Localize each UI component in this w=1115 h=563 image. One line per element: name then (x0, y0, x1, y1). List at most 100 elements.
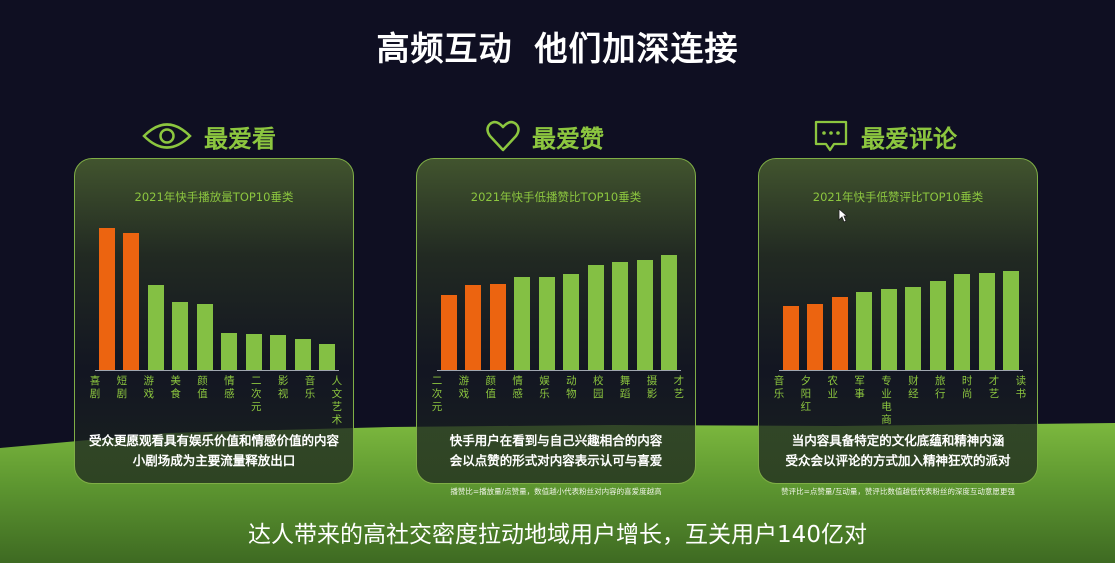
chart-title: 2021年快手低播赞比TOP10垂类 (470, 190, 642, 204)
category-label: 读书 (1015, 375, 1027, 400)
bar (172, 302, 189, 370)
category-label: 校园 (593, 375, 604, 400)
category-labels: 二次元 游戏 颜值 情感 娱乐 动物 校园 舞蹈 摄影 才艺 (429, 375, 687, 414)
category-label: 游戏 (458, 375, 470, 400)
bar (514, 277, 531, 370)
description-line-2: 小剧场成为主要流量释放出口 (132, 453, 296, 468)
description-line-1: 受众更愿观看具有娱乐价值和情感价值的内容 (88, 433, 339, 448)
bar (294, 339, 311, 370)
category-label: 二次元 (431, 375, 443, 413)
category-label: 舞蹈 (619, 375, 631, 400)
chart-card-likes: 2021年快手低播赞比TOP10垂类 二次元 游戏 颜值 情感 娱乐 动物 校园 舞蹈 摄影 才艺… (416, 158, 696, 484)
bar (880, 289, 897, 370)
footnote-comment-ratio: 赞评比=点赞量/互动量，赞评比数值越低代表粉丝的深度互动意愿更强 (781, 487, 1015, 496)
bar (196, 304, 213, 370)
category-label: 夕阳红 (800, 375, 812, 413)
chart-card-comments: 2021年快手低赞评比TOP10垂类 音乐 夕阳红 农业 军事 专业电商 财经 旅行 时尚 才艺… (758, 158, 1038, 484)
bar (441, 295, 457, 370)
category-label: 摄影 (646, 375, 658, 400)
bar (831, 297, 848, 370)
category-label: 短剧 (116, 375, 128, 400)
category-label: 旅行 (935, 375, 946, 400)
bar (465, 285, 482, 370)
bar (954, 274, 971, 370)
category-label: 情感 (512, 375, 523, 400)
category-label: 才艺 (988, 375, 1000, 400)
bar (123, 233, 140, 370)
chart-description: 受众更愿观看具有娱乐价值和情感价值的内容 小剧场成为主要流量释放出口 (75, 431, 353, 471)
category-label: 喜剧 (89, 375, 101, 400)
category-label: 动物 (566, 375, 577, 400)
chart-card-views: 2021年快手播放量TOP10垂类 喜剧 短剧 游戏 美食 颜值 情感 二次元 影视 音乐 人文艺… (74, 158, 354, 484)
bar (660, 255, 677, 370)
bar (489, 284, 506, 370)
bottom-caption: 达人带来的高社交密度拉动地域用户增长，互关用户140亿对 (248, 522, 867, 548)
bar-chart (87, 219, 343, 371)
bar-chart (771, 219, 1027, 371)
bar (856, 292, 873, 370)
bar (538, 277, 555, 370)
bar (1002, 271, 1019, 370)
category-label: 军事 (854, 375, 865, 400)
chart-description: 当内容具备特定的文化底蕴和精神内涵 受众会以评论的方式加入精神狂欢的派对 (759, 431, 1037, 471)
category-label: 音乐 (773, 375, 785, 400)
bar (245, 334, 262, 370)
section-heading-label: 最爱评论 (861, 124, 957, 153)
category-label: 颜值 (485, 375, 497, 400)
category-label: 时尚 (961, 375, 973, 400)
category-labels: 喜剧 短剧 游戏 美食 颜值 情感 二次元 影视 音乐 人文艺术 (87, 375, 345, 427)
bar (929, 281, 946, 370)
page-title: 高频互动 他们加深连接 (0, 22, 1115, 70)
x-axis (95, 370, 339, 371)
category-label: 娱乐 (539, 375, 550, 400)
bar (147, 285, 164, 370)
comment-icon (813, 119, 849, 153)
category-labels: 音乐 夕阳红 农业 军事 专业电商 财经 旅行 时尚 才艺 读书 (771, 375, 1029, 427)
section-heading-label: 最爱赞 (532, 124, 604, 153)
chart-description: 快手用户在看到与自己兴趣相合的内容 会以点赞的形式对内容表示认可与喜爱 (417, 431, 695, 471)
bar (612, 262, 629, 370)
section-heading-label: 最爱看 (204, 124, 276, 153)
chart-title: 2021年快手低赞评比TOP10垂类 (812, 190, 984, 204)
category-label: 财经 (908, 375, 919, 400)
category-label: 情感 (224, 375, 235, 400)
bar (563, 274, 580, 370)
title-part-1: 高频互动 (376, 29, 513, 68)
description-line-1: 当内容具备特定的文化底蕴和精神内涵 (791, 433, 1005, 448)
bar (807, 304, 824, 370)
section-heading-watch: 最爱看 (142, 118, 276, 154)
bar-chart (429, 219, 685, 371)
category-label: 专业电商 (881, 375, 892, 426)
bar (318, 344, 335, 370)
bars (99, 219, 335, 370)
bar (221, 333, 238, 370)
category-label: 音乐 (304, 375, 316, 400)
bar (99, 228, 115, 370)
section-heading-like: 最爱赞 (486, 118, 604, 154)
mouse-cursor-icon (838, 208, 849, 227)
title-part-2: 他们加深连接 (534, 29, 739, 68)
category-label: 游戏 (143, 375, 155, 400)
bar (978, 273, 995, 370)
description-line-2: 会以点赞的形式对内容表示认可与喜爱 (449, 453, 663, 468)
footnote-like-ratio: 播赞比=播放量/点赞量，数值越小代表粉丝对内容的喜爱度越高 (450, 487, 662, 496)
description-line-1: 快手用户在看到与自己兴趣相合的内容 (449, 433, 663, 448)
bar (905, 287, 922, 370)
bars (441, 219, 677, 370)
eye-icon (142, 121, 192, 151)
category-label: 人文艺术 (331, 375, 343, 426)
category-label: 影视 (277, 375, 289, 400)
chart-title: 2021年快手播放量TOP10垂类 (134, 190, 294, 204)
category-label: 美食 (170, 375, 181, 400)
category-label: 颜值 (197, 375, 208, 400)
x-axis (779, 370, 1023, 371)
bar (783, 306, 799, 370)
bars (783, 219, 1019, 370)
category-label: 才艺 (673, 375, 685, 400)
section-heading-comment: 最爱评论 (813, 118, 957, 154)
description-line-2: 受众会以评论的方式加入精神狂欢的派对 (785, 453, 1011, 468)
bar (636, 260, 653, 370)
bar (587, 265, 604, 370)
x-axis (437, 370, 681, 371)
bar (270, 335, 287, 370)
